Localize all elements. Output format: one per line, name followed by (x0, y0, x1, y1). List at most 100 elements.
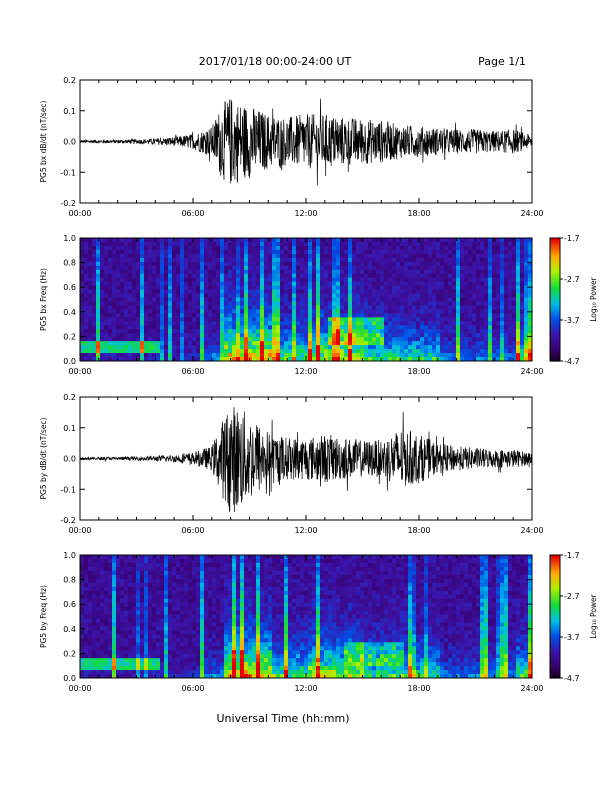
spectrogram-cell (152, 257, 157, 263)
spectrogram-cell (436, 289, 441, 295)
spectrogram-cell (80, 610, 85, 616)
spectrogram-cell (268, 277, 273, 283)
spectrogram-cell (172, 622, 177, 627)
spectrogram-cell (156, 670, 161, 675)
spectrogram-cell (88, 345, 93, 350)
spectrogram-cell (416, 241, 421, 247)
spectrogram-cell (316, 245, 321, 251)
spectrogram-cell (104, 349, 109, 354)
spectrogram-cell (500, 341, 505, 346)
spectrogram-cell (160, 662, 165, 667)
spectrogram-cell (216, 289, 221, 295)
spectrogram-cell (208, 305, 213, 310)
spectrogram-cell (364, 285, 369, 291)
spectrogram-cell (312, 249, 317, 255)
spectrogram-cell (248, 333, 253, 338)
spectrogram-cell (124, 269, 129, 275)
spectrogram-cell (324, 277, 329, 283)
spectrogram-cell (528, 261, 533, 267)
spectrogram-cell (392, 241, 397, 247)
spectrogram-cell (248, 297, 253, 302)
spectrogram-cell (392, 285, 397, 291)
axes-frame-top (79, 396, 533, 521)
spectrogram-cell (112, 289, 117, 295)
spectrogram-cell (520, 273, 525, 279)
spectrogram-cell (104, 273, 109, 279)
spectrogram-cell (216, 297, 221, 302)
spectrogram-cell (184, 638, 189, 643)
spectrogram-cell (236, 281, 241, 287)
spectrogram-cell (204, 662, 209, 667)
spectrogram-cell (176, 578, 181, 584)
spectrogram-cell (188, 558, 193, 564)
spectrogram-cell (128, 598, 133, 604)
spectrogram-cell (100, 341, 105, 346)
spectrogram-cell (220, 317, 225, 322)
spectrogram-cell (440, 325, 445, 330)
spectrogram-cell (400, 337, 405, 342)
spectrogram-cell (332, 273, 337, 279)
spectrogram-cell (228, 261, 233, 267)
spectrogram-cell (200, 598, 205, 604)
spectrogram-cell (276, 293, 281, 299)
spectrogram-cell (112, 329, 117, 334)
spectrogram-cell (120, 265, 125, 271)
spectrogram-cell (252, 245, 257, 251)
spectrogram-cell (108, 301, 113, 306)
spectrogram-cell (344, 265, 349, 271)
spectrogram-cell (156, 249, 161, 255)
spectrogram-cell (148, 277, 153, 283)
spectrogram-cell (436, 305, 441, 310)
spectrogram-cell (448, 245, 453, 251)
spectrogram-cell (228, 333, 233, 338)
spectrogram-cell (388, 257, 393, 263)
spectrogram-cell (164, 345, 169, 350)
spectrogram-cell (192, 261, 197, 267)
spectrogram-cell (132, 249, 137, 255)
spectrogram-cell (216, 245, 221, 251)
spectrogram-cell (356, 257, 361, 263)
spectrogram-cell (492, 289, 497, 295)
spectrogram-cell (440, 353, 445, 358)
colorbar-cell (550, 303, 560, 307)
spectrogram-cell (92, 630, 97, 635)
spectrogram-cell (312, 353, 317, 358)
colorbar-cell (550, 309, 560, 313)
spectrogram-cell (144, 598, 149, 604)
spectrogram-cell (144, 333, 149, 338)
spectrogram-cell (524, 281, 529, 287)
spectrogram-cell (500, 321, 505, 326)
spectrogram-cell (492, 309, 497, 314)
spectrogram-cell (132, 642, 137, 647)
spectrogram-cell (436, 241, 441, 247)
spectrogram-cell (328, 353, 333, 358)
spectrogram-cell (156, 626, 161, 631)
spectrogram-cell (300, 333, 305, 338)
spectrogram-cell (284, 297, 289, 302)
spectrogram-cell (144, 666, 149, 671)
spectrogram-cell (264, 253, 269, 259)
spectrogram-cell (220, 555, 225, 560)
spectrogram-cell (204, 582, 209, 588)
spectrogram-cell (108, 329, 113, 334)
spectrogram-cell (288, 297, 293, 302)
spectrogram-cell (88, 658, 93, 663)
spectrogram-cell (192, 238, 197, 243)
spectrogram-cell (360, 309, 365, 314)
spectrogram-cell (300, 313, 305, 318)
spectrogram-cell (236, 297, 241, 302)
spectrogram-cell (308, 321, 313, 326)
spectrogram-cell (312, 345, 317, 350)
spectrogram-cell (116, 253, 121, 259)
spectrogram-cell (360, 337, 365, 342)
spectrogram-cell (216, 269, 221, 275)
spectrogram-cell (224, 670, 229, 675)
spectrogram-cell (500, 313, 505, 318)
spectrogram-cell (436, 309, 441, 314)
spectrogram-cell (220, 622, 225, 627)
spectrogram-cell (308, 273, 313, 279)
spectrogram-cell (88, 241, 93, 247)
spectrogram-cell (380, 337, 385, 342)
spectrogram-cell (224, 305, 229, 310)
spectrogram-cell (156, 238, 161, 243)
